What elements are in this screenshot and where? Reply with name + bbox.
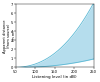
X-axis label: Listening level (in dB): Listening level (in dB) (32, 75, 77, 79)
Y-axis label: Apparent distance
(from source)
(in m): Apparent distance (from source) (in m) (3, 19, 16, 53)
